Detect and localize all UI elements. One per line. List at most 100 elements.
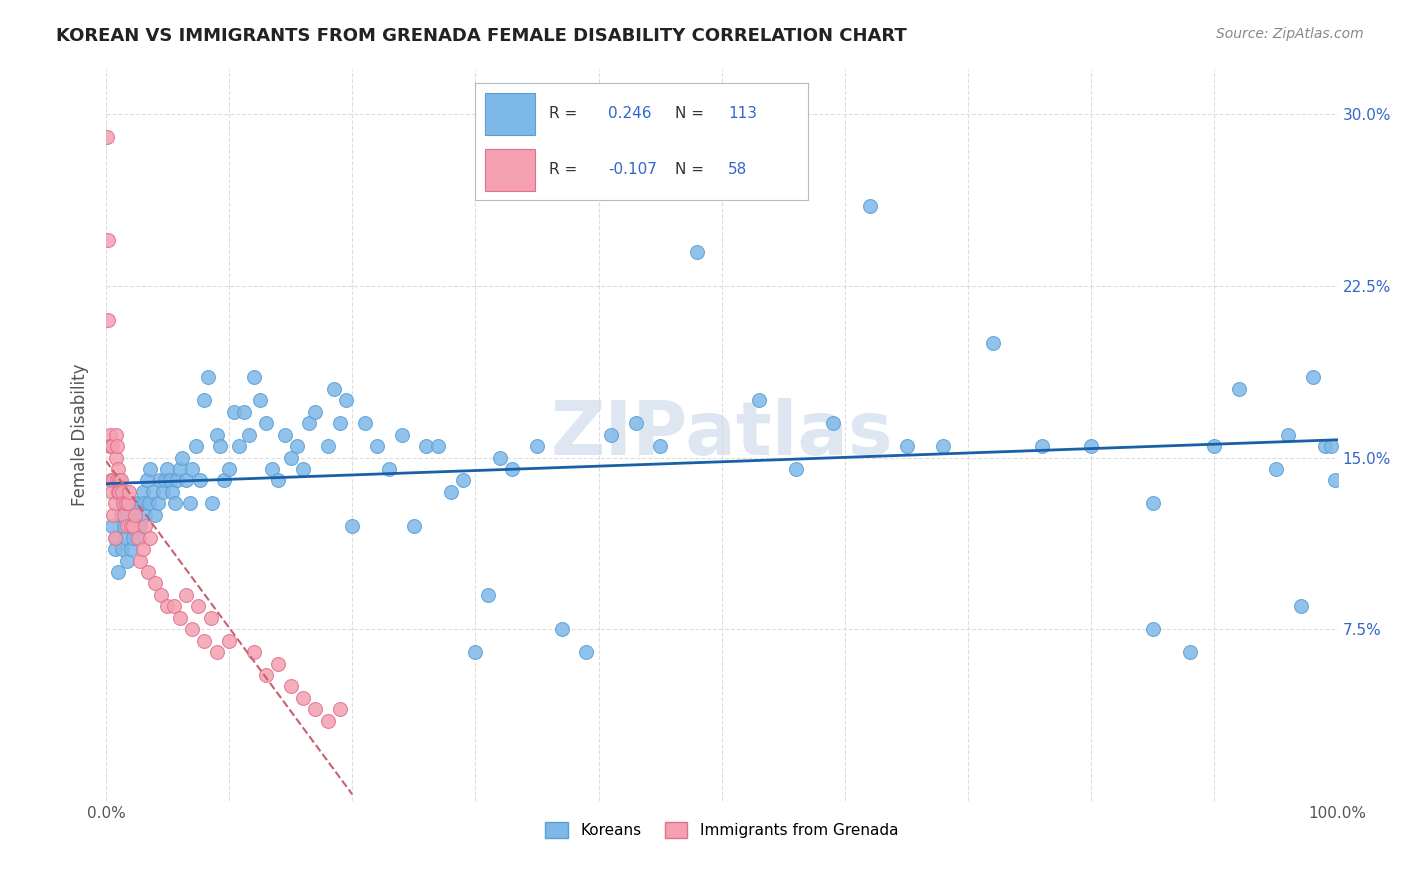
Point [489, 450, 512, 465]
Point [285, 439, 308, 453]
Point [103, 508, 125, 522]
Point [526, 439, 548, 453]
Point [228, 439, 250, 453]
Point [1142, 622, 1164, 636]
Point [103, 474, 125, 488]
Point [184, 439, 207, 453]
Point [100, 474, 122, 488]
Point [101, 439, 124, 453]
Point [166, 474, 188, 488]
Point [174, 588, 197, 602]
Point [427, 439, 450, 453]
Point [111, 542, 134, 557]
Point [97, 233, 120, 247]
Point [280, 450, 302, 465]
Point [128, 531, 150, 545]
Point [366, 439, 388, 453]
Point [103, 496, 125, 510]
Point [932, 439, 955, 453]
Point [316, 714, 339, 728]
Point [121, 496, 143, 510]
Point [650, 439, 672, 453]
Legend: Koreans, Immigrants from Grenada: Koreans, Immigrants from Grenada [540, 816, 904, 845]
Point [238, 427, 260, 442]
Point [335, 393, 357, 408]
Point [821, 417, 844, 431]
Point [1289, 599, 1312, 614]
Point [139, 462, 162, 476]
Point [342, 519, 364, 533]
Point [143, 508, 166, 522]
Point [600, 427, 623, 442]
Point [280, 680, 302, 694]
Point [575, 645, 598, 659]
Point [172, 450, 194, 465]
Point [122, 531, 145, 545]
Point [104, 531, 127, 545]
Point [193, 393, 215, 408]
Point [1204, 439, 1226, 453]
Point [322, 382, 344, 396]
Point [138, 496, 160, 510]
Point [153, 474, 176, 488]
Point [110, 508, 132, 522]
Point [200, 611, 222, 625]
Y-axis label: Female Disability: Female Disability [72, 363, 89, 506]
Point [785, 462, 807, 476]
Point [98, 439, 121, 453]
Point [212, 474, 235, 488]
Point [316, 439, 339, 453]
Point [304, 702, 326, 716]
Point [96, 130, 118, 145]
Point [129, 519, 152, 533]
Point [122, 508, 145, 522]
Point [304, 405, 326, 419]
Point [117, 496, 139, 510]
Point [1277, 427, 1299, 442]
Point [132, 496, 155, 510]
Point [117, 508, 139, 522]
Point [201, 496, 224, 510]
Point [298, 417, 321, 431]
Point [112, 496, 135, 510]
Point [111, 484, 134, 499]
Point [122, 519, 145, 533]
Point [146, 496, 169, 510]
Point [104, 450, 127, 465]
Point [103, 531, 125, 545]
Point [624, 417, 647, 431]
Point [112, 508, 135, 522]
Point [98, 427, 121, 442]
Point [1031, 439, 1053, 453]
Point [181, 462, 204, 476]
Point [159, 474, 181, 488]
Point [156, 599, 179, 614]
Point [143, 576, 166, 591]
Point [1324, 474, 1347, 488]
Point [125, 496, 148, 510]
Point [104, 427, 127, 442]
Point [112, 496, 135, 510]
Point [686, 244, 709, 259]
Point [139, 531, 162, 545]
Point [169, 611, 191, 625]
Point [112, 519, 135, 533]
Point [101, 519, 124, 533]
Point [440, 484, 463, 499]
Point [120, 519, 142, 533]
Point [222, 405, 245, 419]
Point [1315, 439, 1337, 453]
Point [1142, 496, 1164, 510]
Point [107, 484, 129, 499]
Point [262, 462, 284, 476]
Point [134, 508, 156, 522]
Point [179, 496, 201, 510]
Point [254, 417, 277, 431]
Point [209, 439, 232, 453]
Point [710, 176, 733, 190]
Point [174, 474, 197, 488]
Point [187, 599, 209, 614]
Point [142, 484, 165, 499]
Point [550, 622, 572, 636]
Point [108, 484, 131, 499]
